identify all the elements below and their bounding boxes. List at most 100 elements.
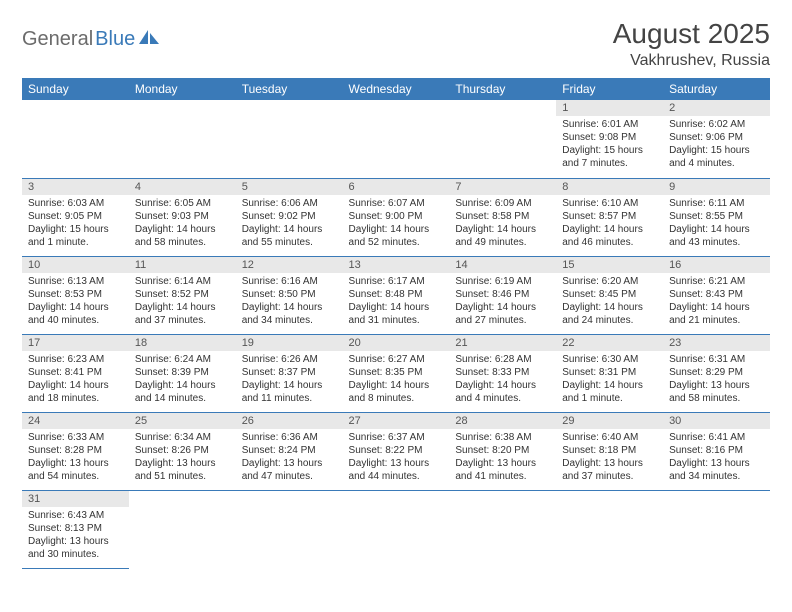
daylight-text: Daylight: 13 hours and 44 minutes. xyxy=(349,457,444,483)
sunset-text: Sunset: 9:03 PM xyxy=(135,210,230,223)
calendar-week-row: 10Sunrise: 6:13 AMSunset: 8:53 PMDayligh… xyxy=(22,256,770,334)
daylight-text: Daylight: 14 hours and 1 minute. xyxy=(562,379,657,405)
daylight-text: Daylight: 13 hours and 54 minutes. xyxy=(28,457,123,483)
calendar-day-cell: 7Sunrise: 6:09 AMSunset: 8:58 PMDaylight… xyxy=(449,178,556,256)
sunset-text: Sunset: 9:06 PM xyxy=(669,131,764,144)
daylight-text: Daylight: 13 hours and 37 minutes. xyxy=(562,457,657,483)
calendar-day-cell xyxy=(449,100,556,178)
calendar-day-cell: 24Sunrise: 6:33 AMSunset: 8:28 PMDayligh… xyxy=(22,412,129,490)
calendar-day-cell xyxy=(236,490,343,568)
sunset-text: Sunset: 8:13 PM xyxy=(28,522,123,535)
weekday-header: Friday xyxy=(556,78,663,100)
sunset-text: Sunset: 8:52 PM xyxy=(135,288,230,301)
calendar-day-cell: 10Sunrise: 6:13 AMSunset: 8:53 PMDayligh… xyxy=(22,256,129,334)
weekday-header: Monday xyxy=(129,78,236,100)
sunset-text: Sunset: 8:28 PM xyxy=(28,444,123,457)
daylight-text: Daylight: 14 hours and 14 minutes. xyxy=(135,379,230,405)
sunrise-text: Sunrise: 6:24 AM xyxy=(135,353,230,366)
sunrise-text: Sunrise: 6:06 AM xyxy=(242,197,337,210)
day-number: 3 xyxy=(22,179,129,195)
sunrise-text: Sunrise: 6:19 AM xyxy=(455,275,550,288)
daylight-text: Daylight: 13 hours and 47 minutes. xyxy=(242,457,337,483)
day-number: 5 xyxy=(236,179,343,195)
calendar-week-row: 31 Sunrise: 6:43 AMSunset: 8:13 PMDayligh… xyxy=(22,490,770,568)
daylight-text: Daylight: 14 hours and 49 minutes. xyxy=(455,223,550,249)
logo-text-general: General xyxy=(22,28,93,51)
calendar-day-cell xyxy=(556,490,663,568)
calendar-body: 1Sunrise: 6:01 AMSunset: 9:08 PMDaylight… xyxy=(22,100,770,568)
weekday-header: Thursday xyxy=(449,78,556,100)
sunset-text: Sunset: 9:00 PM xyxy=(349,210,444,223)
calendar-day-cell xyxy=(343,100,450,178)
calendar-day-cell: 16Sunrise: 6:21 AMSunset: 8:43 PMDayligh… xyxy=(663,256,770,334)
sunrise-text: Sunrise: 6:01 AM xyxy=(562,118,657,131)
weekday-header: Sunday xyxy=(22,78,129,100)
daylight-text: Daylight: 14 hours and 4 minutes. xyxy=(455,379,550,405)
daylight-text: Daylight: 13 hours and 34 minutes. xyxy=(669,457,764,483)
calendar-day-cell: 3Sunrise: 6:03 AMSunset: 9:05 PMDaylight… xyxy=(22,178,129,256)
calendar-day-cell: 4Sunrise: 6:05 AMSunset: 9:03 PMDaylight… xyxy=(129,178,236,256)
daylight-text: Daylight: 13 hours and 30 minutes. xyxy=(28,535,123,561)
sunrise-text: Sunrise: 6:33 AM xyxy=(28,431,123,444)
calendar-day-cell: 25Sunrise: 6:34 AMSunset: 8:26 PMDayligh… xyxy=(129,412,236,490)
day-number: 11 xyxy=(129,257,236,273)
day-number: 16 xyxy=(663,257,770,273)
daylight-text: Daylight: 14 hours and 43 minutes. xyxy=(669,223,764,249)
daylight-text: Daylight: 14 hours and 27 minutes. xyxy=(455,301,550,327)
sunrise-text: Sunrise: 6:20 AM xyxy=(562,275,657,288)
day-number: 27 xyxy=(343,413,450,429)
day-number: 2 xyxy=(663,100,770,116)
sunset-text: Sunset: 8:57 PM xyxy=(562,210,657,223)
calendar-day-cell: 1Sunrise: 6:01 AMSunset: 9:08 PMDaylight… xyxy=(556,100,663,178)
calendar-week-row: 24Sunrise: 6:33 AMSunset: 8:28 PMDayligh… xyxy=(22,412,770,490)
calendar-week-row: 17Sunrise: 6:23 AMSunset: 8:41 PMDayligh… xyxy=(22,334,770,412)
calendar-day-cell: 22Sunrise: 6:30 AMSunset: 8:31 PMDayligh… xyxy=(556,334,663,412)
daylight-text: Daylight: 14 hours and 31 minutes. xyxy=(349,301,444,327)
calendar-day-cell: 31 Sunrise: 6:43 AMSunset: 8:13 PMDayligh… xyxy=(22,490,129,568)
calendar-day-cell xyxy=(449,490,556,568)
sunrise-text: Sunrise: 6:03 AM xyxy=(28,197,123,210)
day-number: 28 xyxy=(449,413,556,429)
calendar-day-cell: 14Sunrise: 6:19 AMSunset: 8:46 PMDayligh… xyxy=(449,256,556,334)
daylight-text: Daylight: 14 hours and 34 minutes. xyxy=(242,301,337,327)
weekday-header: Tuesday xyxy=(236,78,343,100)
calendar-day-cell: 26Sunrise: 6:36 AMSunset: 8:24 PMDayligh… xyxy=(236,412,343,490)
day-number: 7 xyxy=(449,179,556,195)
sunset-text: Sunset: 8:48 PM xyxy=(349,288,444,301)
sunrise-text: Sunrise: 6:41 AM xyxy=(669,431,764,444)
daylight-text: Daylight: 13 hours and 51 minutes. xyxy=(135,457,230,483)
calendar-day-cell xyxy=(129,490,236,568)
day-number: 29 xyxy=(556,413,663,429)
sunrise-text: Sunrise: 6:31 AM xyxy=(669,353,764,366)
sunrise-text: Sunrise: 6:40 AM xyxy=(562,431,657,444)
sunset-text: Sunset: 8:45 PM xyxy=(562,288,657,301)
calendar-week-row: 3Sunrise: 6:03 AMSunset: 9:05 PMDaylight… xyxy=(22,178,770,256)
daylight-text: Daylight: 14 hours and 24 minutes. xyxy=(562,301,657,327)
day-number: 1 xyxy=(556,100,663,116)
day-number: 17 xyxy=(22,335,129,351)
calendar-day-cell: 8Sunrise: 6:10 AMSunset: 8:57 PMDaylight… xyxy=(556,178,663,256)
day-number: 14 xyxy=(449,257,556,273)
top-bar: General Blue August 2025 Vakhrushev, Rus… xyxy=(22,18,770,70)
sunrise-text: Sunrise: 6:36 AM xyxy=(242,431,337,444)
sunrise-text: Sunrise: 6:34 AM xyxy=(135,431,230,444)
sunset-text: Sunset: 8:29 PM xyxy=(669,366,764,379)
day-number: 31 xyxy=(22,491,129,507)
sunset-text: Sunset: 8:33 PM xyxy=(455,366,550,379)
sunset-text: Sunset: 8:55 PM xyxy=(669,210,764,223)
calendar-day-cell: 13Sunrise: 6:17 AMSunset: 8:48 PMDayligh… xyxy=(343,256,450,334)
sunrise-text: Sunrise: 6:43 AM xyxy=(28,509,123,522)
sunset-text: Sunset: 8:41 PM xyxy=(28,366,123,379)
day-number: 30 xyxy=(663,413,770,429)
sunset-text: Sunset: 8:22 PM xyxy=(349,444,444,457)
calendar-week-row: 1Sunrise: 6:01 AMSunset: 9:08 PMDaylight… xyxy=(22,100,770,178)
calendar-day-cell: 20Sunrise: 6:27 AMSunset: 8:35 PMDayligh… xyxy=(343,334,450,412)
sunset-text: Sunset: 9:02 PM xyxy=(242,210,337,223)
logo-text-blue: Blue xyxy=(95,28,135,51)
calendar-day-cell: 15Sunrise: 6:20 AMSunset: 8:45 PMDayligh… xyxy=(556,256,663,334)
day-number: 19 xyxy=(236,335,343,351)
calendar-table: SundayMondayTuesdayWednesdayThursdayFrid… xyxy=(22,78,770,569)
calendar-day-cell: 21Sunrise: 6:28 AMSunset: 8:33 PMDayligh… xyxy=(449,334,556,412)
day-number: 23 xyxy=(663,335,770,351)
sunset-text: Sunset: 8:26 PM xyxy=(135,444,230,457)
